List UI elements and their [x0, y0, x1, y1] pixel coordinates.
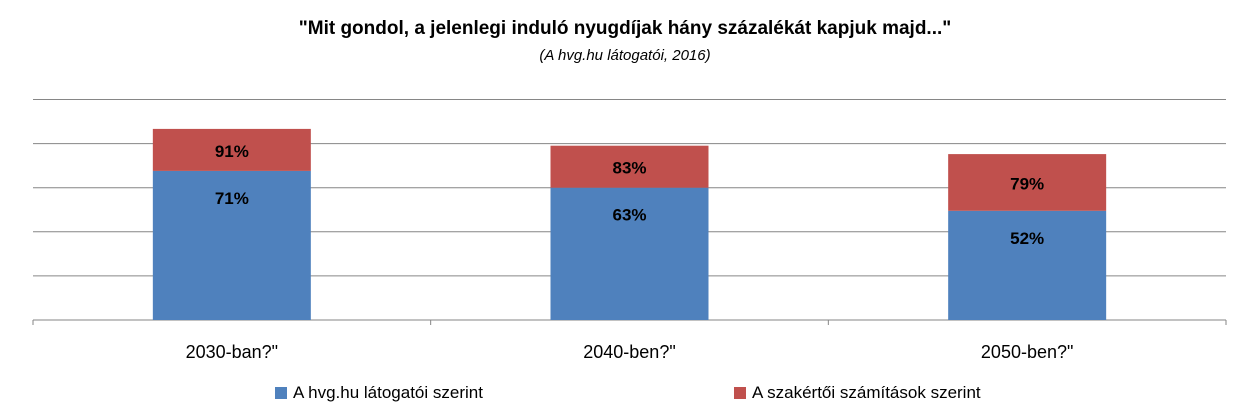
- x-tick-label: 2030-ban?": [186, 342, 278, 362]
- x-tick-label: 2040-ben?": [583, 342, 675, 362]
- bar-experts: [948, 154, 1107, 211]
- bar-visitors: [550, 187, 709, 320]
- bar-experts: [550, 145, 709, 188]
- data-label-experts: 83%: [612, 159, 646, 178]
- chart-subtitle: (A hvg.hu látogatói, 2016): [539, 47, 711, 64]
- data-label-experts: 79%: [1010, 174, 1044, 193]
- legend-swatch-visitors: [275, 387, 287, 399]
- data-label-visitors: 52%: [1010, 229, 1044, 248]
- legend: A hvg.hu látogatói szerint A szakértői s…: [0, 383, 1250, 407]
- legend-item-experts: A szakértői számítások szerint: [734, 383, 981, 403]
- bar-visitors: [152, 170, 311, 320]
- bar-visitors: [948, 210, 1107, 320]
- plot-area: 71% 91% 2030-ban?" 63% 83% 2040-ben?" 52% 79% 20…: [32, 99, 1227, 362]
- data-label-visitors: 71%: [215, 189, 249, 208]
- legend-swatch-experts: [734, 387, 746, 399]
- data-label-visitors: 63%: [612, 206, 646, 225]
- legend-item-visitors: A hvg.hu látogatói szerint: [275, 383, 483, 403]
- bar-experts: [152, 128, 311, 171]
- legend-label-experts: A szakértői számítások szerint: [752, 383, 981, 402]
- legend-label-visitors: A hvg.hu látogatói szerint: [293, 383, 483, 402]
- chart-title: "Mit gondol, a jelenlegi induló nyugdíja…: [298, 18, 952, 39]
- data-label-experts: 91%: [215, 142, 249, 161]
- x-tick-label: 2050-ben?": [981, 342, 1073, 362]
